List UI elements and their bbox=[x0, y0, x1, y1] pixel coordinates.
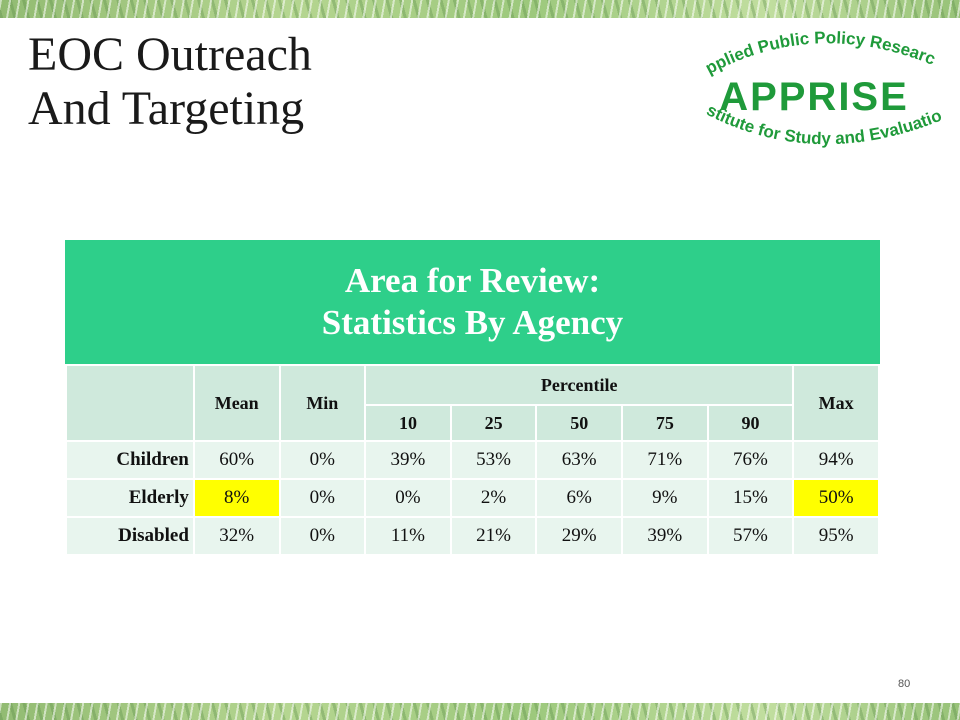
banner-line: Statistics By Agency bbox=[321, 303, 624, 342]
cell-min: 0% bbox=[278, 478, 367, 518]
cell-p10: 11% bbox=[364, 516, 452, 556]
cell-p90: 76% bbox=[706, 440, 795, 480]
cell-max: 94% bbox=[792, 440, 880, 480]
apprise-logo: Applied Public Policy Research APPRISE I… bbox=[680, 22, 944, 148]
table-row: Children 60% 0% 39% 53% 63% 71% 76% 94% bbox=[65, 440, 880, 480]
cell-p75: 71% bbox=[621, 440, 709, 480]
slide-title-line: EOC Outreach bbox=[28, 28, 312, 81]
cell-p90: 57% bbox=[706, 516, 795, 556]
header-empty-cell bbox=[65, 364, 195, 442]
header-percentile-90: 90 bbox=[706, 404, 795, 442]
table-row: Disabled 32% 0% 11% 21% 29% 39% 57% 95% bbox=[65, 516, 880, 556]
agency-statistics-table: Area for Review: Statistics By Agency Me… bbox=[65, 240, 880, 556]
cell-min: 0% bbox=[278, 440, 367, 480]
cell-mean: 32% bbox=[192, 516, 281, 556]
table-banner: Area for Review: Statistics By Agency bbox=[65, 240, 880, 364]
cell-p25: 53% bbox=[449, 440, 538, 480]
cell-p25: 21% bbox=[449, 516, 538, 556]
cell-p50: 63% bbox=[535, 440, 624, 480]
cell-max: 95% bbox=[792, 516, 880, 556]
row-label: Children bbox=[65, 440, 195, 480]
decorative-top-band bbox=[0, 0, 960, 18]
decorative-bottom-band bbox=[0, 703, 960, 720]
statistics-table: Mean Min Percentile Max 10 25 50 75 90 C… bbox=[65, 364, 880, 556]
header-mean: Mean bbox=[192, 364, 281, 442]
header-subrow: 10 25 50 75 90 bbox=[66, 404, 879, 442]
header-min: Min bbox=[278, 364, 367, 442]
header-percentile-75: 75 bbox=[621, 404, 709, 442]
header-percentile-10: 10 bbox=[364, 404, 452, 442]
cell-mean: 60% bbox=[192, 440, 281, 480]
header-percentile-25: 25 bbox=[449, 404, 538, 442]
table-row: Elderly 8% 0% 0% 2% 6% 9% 15% 50% bbox=[65, 478, 880, 518]
logo-top-text: Applied Public Policy Research bbox=[680, 22, 938, 78]
page-number: 80 bbox=[898, 678, 911, 690]
header-row: Mean Min Percentile Max bbox=[65, 364, 880, 442]
row-label: Disabled bbox=[65, 516, 195, 556]
cell-p75: 39% bbox=[621, 516, 709, 556]
cell-min: 0% bbox=[278, 516, 367, 556]
slide-title: EOC Outreach And Targeting bbox=[28, 28, 312, 136]
cell-mean: 8% bbox=[192, 478, 281, 518]
cell-p90: 15% bbox=[706, 478, 795, 518]
cell-p10: 0% bbox=[364, 478, 452, 518]
header-max: Max bbox=[792, 364, 880, 442]
banner-line: Area for Review: bbox=[344, 261, 601, 300]
cell-p50: 29% bbox=[535, 516, 624, 556]
cell-p25: 2% bbox=[449, 478, 538, 518]
row-label: Elderly bbox=[65, 478, 195, 518]
cell-p75: 9% bbox=[621, 478, 709, 518]
cell-p10: 39% bbox=[364, 440, 452, 480]
header-percentile: Percentile bbox=[364, 364, 795, 406]
header-percentile-50: 50 bbox=[535, 404, 624, 442]
cell-p50: 6% bbox=[535, 478, 624, 518]
logo-name: APPRISE bbox=[719, 75, 909, 119]
slide-title-line: And Targeting bbox=[28, 82, 305, 135]
cell-max: 50% bbox=[792, 478, 880, 518]
